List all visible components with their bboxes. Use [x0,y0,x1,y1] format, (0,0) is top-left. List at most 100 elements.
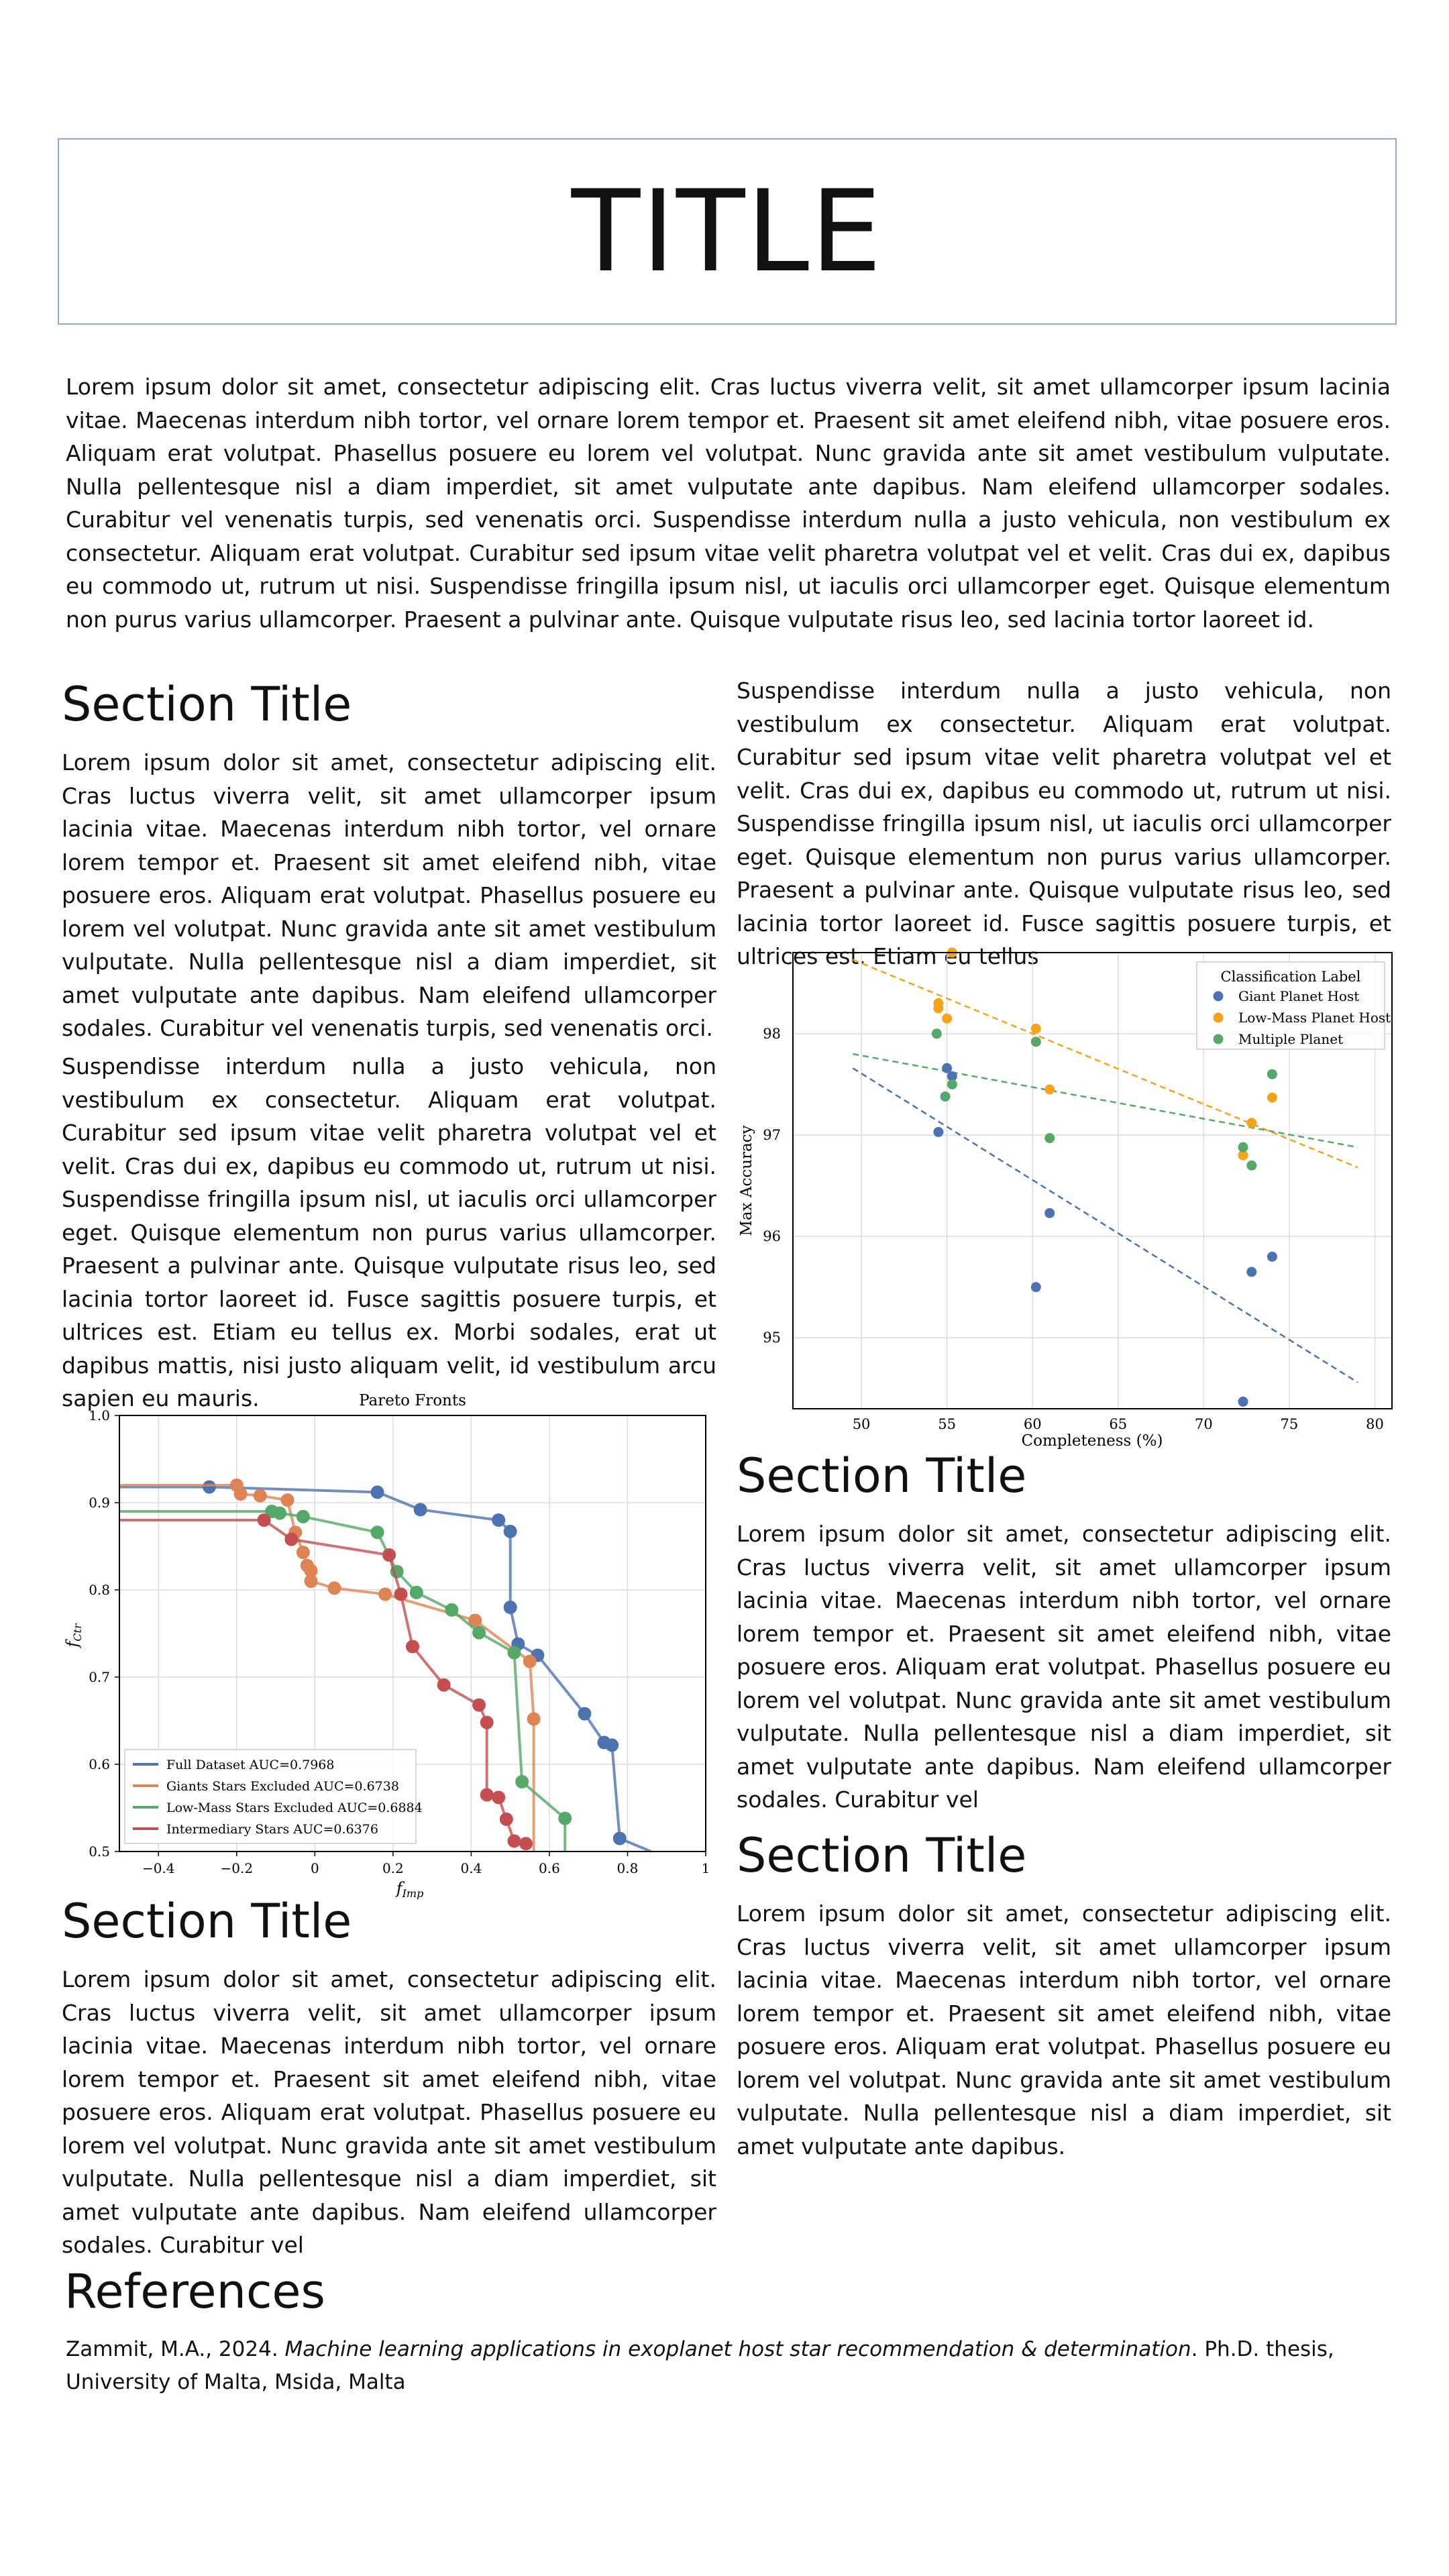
trend-line [852,1067,1358,1383]
data-point [1238,1396,1248,1407]
data-point [931,1028,942,1039]
legend-label: Low-Mass Planet Host [1238,1010,1391,1026]
reference-publisher: . Ph.D. thesis, University of Malta, Msi… [66,2337,1334,2394]
plot-frame [792,952,1393,1409]
pareto-point [468,1613,482,1627]
section-title-1: Section Title [62,677,352,732]
y-axis-label: fCtr [63,1623,84,1649]
data-point [1044,1084,1055,1095]
legend-marker [1213,991,1224,1002]
plot-frame [119,1415,706,1852]
pareto-point [499,1812,513,1826]
pareto-point [296,1546,310,1560]
section-title-2: Section Title [737,1448,1027,1503]
data-point [940,1091,951,1102]
pareto-point [503,1601,517,1614]
pareto-point [527,1712,541,1726]
pareto-point [507,1834,521,1848]
pareto-point [503,1524,517,1538]
data-point [942,1063,953,1073]
pareto-point [605,1738,619,1752]
legend-label: Intermediary Stars AUC=0.6376 [166,1822,378,1837]
references-title: References [64,2264,325,2319]
chart-legend: Full Dataset AUC=0.7968 Giants Stars Excl… [124,1749,423,1844]
legend-label: Giant Planet Host [1238,988,1359,1004]
pareto-point [253,1489,267,1503]
x-tick-label: 0.2 [382,1860,404,1876]
y-tick-label: 0.9 [89,1495,110,1511]
pareto-point [257,1513,271,1527]
pareto-point [370,1525,384,1540]
pareto-point [394,1587,408,1601]
y-tick-label: 0.8 [89,1582,110,1598]
section-title-4: Section Title [737,1828,1027,1883]
data-point [1246,1160,1257,1171]
legend-marker [1213,1034,1224,1044]
data-point [1238,1142,1248,1152]
pareto-point [492,1790,506,1805]
x-tick-label: 55 [938,1416,956,1432]
y-tick-label: 1.0 [89,1407,110,1424]
pareto-point [472,1698,486,1712]
data-point [933,1126,944,1137]
x-tick-label: 75 [1281,1416,1299,1432]
legend-label: Full Dataset AUC=0.7968 [166,1758,334,1772]
data-point [1030,1023,1041,1034]
x-tick-label: 65 [1109,1416,1127,1432]
data-point [942,1013,953,1024]
pareto-point [515,1775,529,1788]
pareto-point [445,1603,459,1617]
pareto-fronts-chart: Pareto Fronts −0.4 −0.2 0 0.2 0.4 0.6 0.8 1 0.5 0… [63,1392,710,1900]
x-tick-label: 0.4 [460,1860,482,1876]
legend-label: Multiple Planet [1238,1031,1343,1047]
data-point [947,1071,957,1081]
data-point [1267,1092,1277,1103]
pareto-point [304,1574,318,1588]
x-tick-label: 70 [1195,1416,1213,1432]
x-axis-label: Completeness (%) [1022,1432,1163,1450]
pareto-point [409,1585,423,1599]
x-tick-label: 0 [311,1860,319,1876]
poster-title: TITLE [571,166,883,297]
pareto-point [272,1506,286,1520]
x-axis-label: fImp [395,1879,424,1900]
pareto-point [296,1509,310,1523]
pareto-point [480,1788,494,1802]
pareto-point [280,1493,294,1507]
data-point [947,1079,957,1089]
pareto-point [519,1837,533,1851]
data-point [1267,1251,1277,1262]
x-tick-label: 80 [1366,1416,1384,1432]
pareto-point [507,1646,521,1660]
x-tick-label: 1 [702,1860,710,1876]
pareto-point [413,1503,427,1517]
legend-label: Giants Stars Excluded AUC=0.6738 [166,1779,399,1794]
pareto-point [472,1625,486,1640]
intro-paragraph: Lorem ipsum dolor sit amet, consectetur … [66,374,1391,633]
data-point [1246,1118,1257,1128]
y-tick-label: 0.7 [89,1669,110,1685]
x-tick-label: 0.8 [617,1860,639,1876]
section-title-3: Section Title [62,1894,352,1949]
data-point [933,1003,944,1014]
legend-label: Low-Mass Stars Excluded AUC=0.6884 [166,1801,423,1815]
pareto-point [480,1715,494,1729]
data-point [1044,1208,1055,1218]
section-4-paragraph-1: Lorem ipsum dolor sit amet, consectetur … [737,1900,1391,2159]
reference-authors: Zammit, M.A., 2024. [66,2337,285,2361]
chart-title: Pareto Fronts [359,1392,466,1409]
pareto-point [406,1640,419,1654]
pareto-point [370,1485,384,1499]
trend-line [852,959,1358,1169]
section-1-paragraph-2: Suspendisse interdum nulla a justo vehic… [62,1053,716,1411]
reference-entry: Zammit, M.A., 2024. Machine learning app… [66,2333,1391,2399]
y-tick-label: 0.6 [89,1756,110,1772]
pareto-point [233,1487,248,1501]
pareto-point [437,1678,451,1692]
x-tick-label: −0.2 [221,1860,254,1876]
section-1-paragraph-1: Lorem ipsum dolor sit amet, consectetur … [62,749,716,1041]
right-top-paragraph: Suspendisse interdum nulla a justo vehic… [737,678,1391,969]
data-point [1030,1036,1041,1047]
pareto-point [578,1707,592,1721]
data-point [1044,1133,1055,1144]
